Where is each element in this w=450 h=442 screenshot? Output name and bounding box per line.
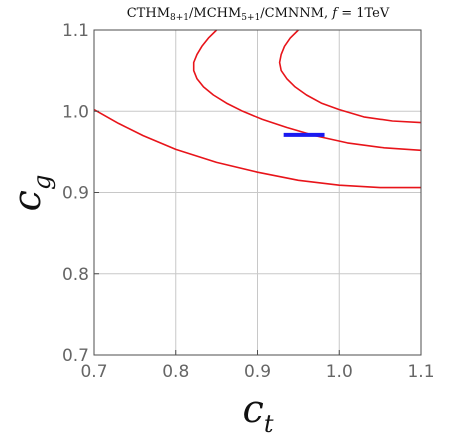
y-axis-label-sub: g <box>28 175 56 190</box>
title-text-3: /CMNNM, <box>260 6 332 21</box>
y-ticks: 0.7 0.8 0.9 1.0 1.1 <box>62 21 99 366</box>
x-tick-label: 0.7 <box>80 362 107 382</box>
x-tick-label: 1.1 <box>407 362 434 382</box>
contour-line-1 <box>192 29 422 152</box>
x-axis-label: ct <box>243 387 274 438</box>
contours <box>93 29 422 189</box>
x-ticks: 0.7 0.8 0.9 1.0 1.1 <box>80 350 435 382</box>
contour-line-2 <box>278 29 422 124</box>
chart-title: CTHM8+1/MCHM5+1/CMNNM, f = 1TeV <box>127 6 390 23</box>
title-text-4: = 1TeV <box>337 6 390 21</box>
y-axis-label-base: c <box>5 190 49 211</box>
title-sub-2: 5+1 <box>241 13 260 23</box>
x-axis-label-sub: t <box>264 410 274 438</box>
contour-line-1 <box>93 108 421 189</box>
title-text-2: /MCHM <box>189 6 241 21</box>
y-tick-label: 1.1 <box>62 21 89 41</box>
y-axis-label: cg <box>5 175 56 212</box>
y-tick-label: 0.7 <box>62 346 89 366</box>
x-tick-label: 0.8 <box>162 362 189 382</box>
title-sub-1: 8+1 <box>170 13 189 23</box>
grid <box>93 29 422 356</box>
x-tick-label: 1.0 <box>326 362 353 382</box>
x-tick-label: 0.9 <box>244 362 271 382</box>
y-tick-label: 1.0 <box>62 102 89 122</box>
title-text-1: CTHM <box>127 6 170 21</box>
y-tick-label: 0.8 <box>62 265 89 285</box>
y-tick-label: 0.9 <box>62 184 89 204</box>
title-var: f <box>331 6 339 21</box>
x-axis-label-base: c <box>243 387 264 431</box>
